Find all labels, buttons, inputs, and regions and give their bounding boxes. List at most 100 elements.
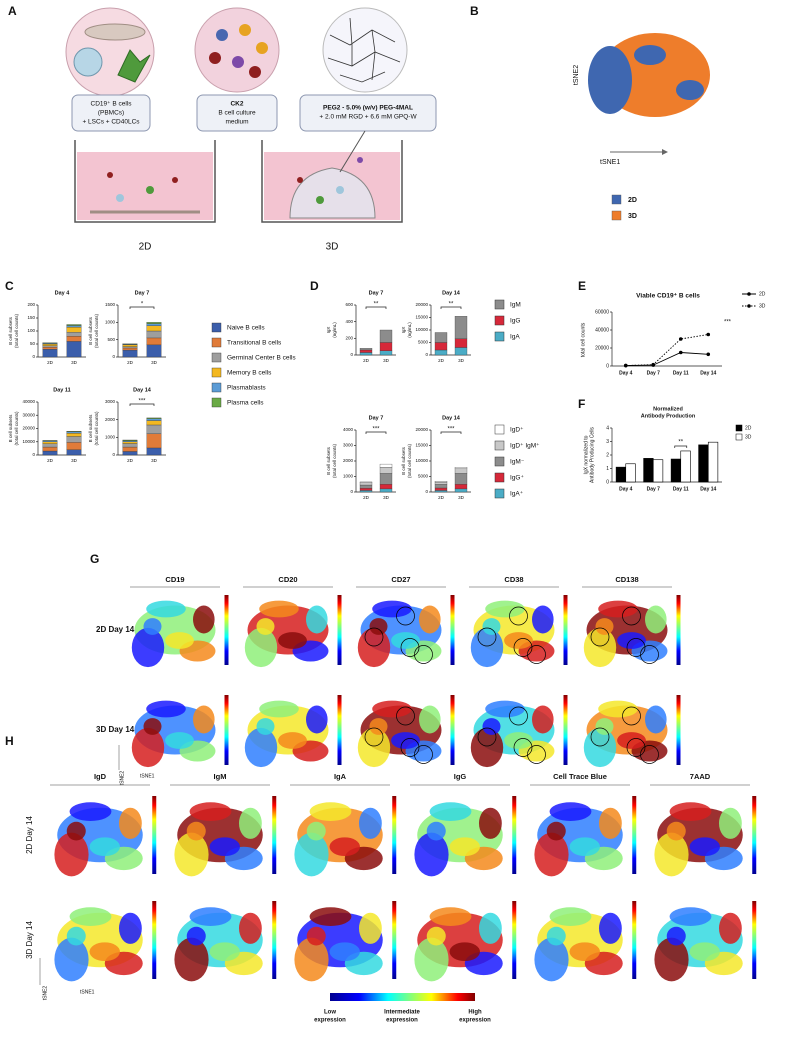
marker-header: Cell Trace Blue	[553, 772, 607, 781]
x-tick-label: 3D	[458, 358, 465, 363]
panel-letter: G	[90, 552, 99, 566]
chart-title: Day 11	[53, 387, 70, 393]
legend-swatch	[494, 315, 505, 326]
tsne-cluster	[549, 907, 592, 926]
tsne-cluster	[599, 807, 622, 839]
bar-segment	[42, 446, 58, 452]
bar	[652, 459, 664, 483]
axis-label: (total cell counts)	[407, 443, 412, 478]
tsne-plot	[583, 595, 681, 668]
tsne-cluster	[131, 627, 165, 668]
tsne-cluster	[329, 837, 360, 857]
legend-swatch	[494, 488, 505, 499]
tsne-cluster	[479, 807, 502, 839]
bar-segment	[66, 341, 82, 358]
x-tick-label: 3D	[71, 360, 78, 365]
tsne-cluster	[209, 837, 240, 857]
scale-label: Low	[324, 1010, 336, 1016]
colorbar	[224, 595, 229, 665]
chart-title: Day 7	[135, 290, 150, 296]
tsne-cluster	[165, 732, 194, 749]
series-line	[625, 334, 709, 366]
bar-segment	[434, 342, 448, 351]
tsne-cluster	[583, 627, 617, 668]
tsne-cluster	[617, 732, 646, 749]
x-tick-label: Day 14	[700, 370, 716, 376]
series-line	[625, 352, 709, 366]
bar-segment	[359, 348, 373, 351]
legend-label: IgA	[510, 334, 520, 341]
x-tick-label: 3D	[151, 458, 158, 463]
y-tick-label: 1000	[105, 435, 116, 440]
y-tick-label: 10000	[415, 458, 428, 463]
panel-letter: C	[5, 279, 14, 293]
tsne-cluster	[278, 632, 307, 649]
x-tick-label: Day 11	[673, 370, 689, 376]
bar-segment	[42, 349, 58, 358]
tsne-cluster	[485, 700, 525, 718]
bar-segment	[66, 430, 82, 432]
bar-segment	[359, 481, 373, 483]
tsne-cluster	[449, 942, 480, 962]
x-tick-label: 2D	[363, 495, 370, 500]
x-tick-label: 3D	[383, 495, 390, 500]
x-tick-label: 2D	[127, 360, 134, 365]
legend-label: IgM	[510, 302, 521, 309]
tsne-cluster	[359, 807, 382, 839]
panel-letter: D	[310, 279, 319, 293]
y-tick-label: 2000	[343, 458, 354, 463]
tsne-cluster	[131, 727, 165, 768]
axis-label: tSNE1	[600, 159, 620, 166]
tsne-cluster	[66, 926, 86, 946]
y-tick-label: 0	[112, 354, 115, 359]
legend-label: 3D	[628, 213, 637, 220]
y-tick-label: 60000	[595, 309, 609, 315]
tsne-cluster	[278, 732, 307, 749]
chart-title: Viable CD19⁺ B cells	[636, 293, 700, 300]
bar-segment	[379, 484, 393, 490]
bar-segment	[454, 484, 468, 490]
y-tick-label: 0	[350, 352, 353, 357]
tsne-cluster	[414, 832, 449, 877]
tsne-plot	[174, 901, 277, 982]
highlight-circle	[622, 606, 641, 626]
legend-label: Naive B cells	[227, 325, 265, 332]
tsne-cluster	[654, 937, 689, 982]
tsne-cluster	[719, 912, 742, 944]
y-tick-label: 500	[107, 337, 115, 342]
legend-swatch	[611, 194, 622, 205]
significance: **	[449, 302, 454, 308]
tsne-cluster	[666, 821, 686, 841]
y-tick-label: 1000	[105, 320, 116, 325]
x-tick-label: 2D	[363, 358, 370, 363]
bar-segment	[379, 342, 393, 351]
x-tick-label: 3D	[383, 358, 390, 363]
bar-segment	[434, 480, 448, 483]
bar-segment	[454, 338, 468, 348]
colorbar	[272, 901, 277, 979]
panel-letter: B	[470, 4, 479, 18]
chart-title: Day 14	[133, 387, 152, 393]
x-tick-label: Day 4	[619, 486, 633, 492]
tsne-cluster	[569, 837, 600, 857]
legend-label: IgD⁺	[510, 427, 524, 434]
axis-label: (ng/mL)	[332, 322, 337, 338]
highlight-circle	[622, 706, 641, 726]
point	[678, 350, 683, 355]
bar-segment	[454, 347, 468, 356]
colorbar	[337, 695, 342, 765]
significance: **	[374, 302, 379, 308]
bar-segment	[146, 325, 162, 332]
tsne-plot	[414, 796, 517, 877]
tsne-cluster	[146, 600, 186, 618]
axis-label: tSNE1	[140, 773, 155, 779]
bar-segment	[66, 325, 82, 328]
axis-label: B cell subsets	[88, 316, 93, 345]
tsne-cluster	[309, 907, 352, 926]
highlight-circle	[477, 727, 497, 747]
condition-label: 2D	[139, 242, 152, 253]
bar	[698, 444, 709, 483]
highlight-circle	[364, 727, 384, 747]
tsne-cluster	[244, 727, 278, 768]
